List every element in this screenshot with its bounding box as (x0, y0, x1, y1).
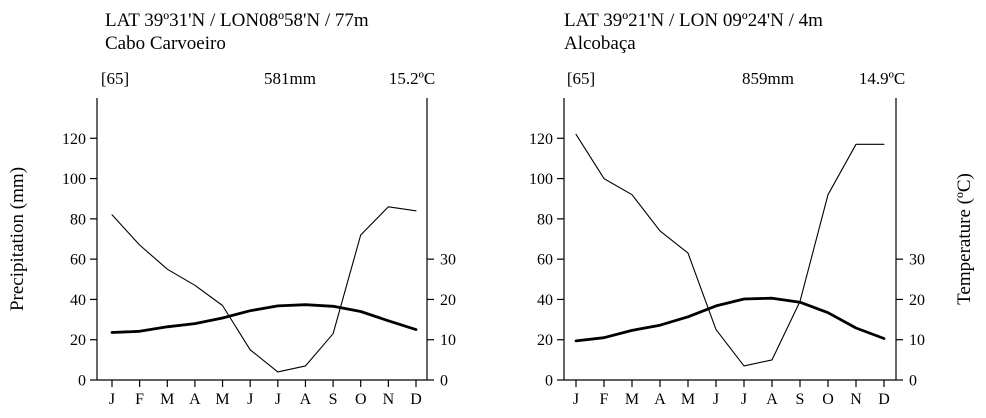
right-tick-label: 30 (440, 252, 456, 269)
month-label: F (135, 391, 144, 408)
month-label: A (654, 391, 666, 408)
record-years: [65] (567, 69, 595, 88)
month-label: J (275, 391, 281, 408)
left-tick-label: 40 (537, 292, 553, 309)
month-label: M (681, 391, 695, 408)
left-tick-label: 20 (537, 332, 553, 349)
left-tick-label: 100 (529, 171, 553, 188)
right-tick-label: 10 (909, 332, 925, 349)
left-tick-label: 120 (529, 131, 553, 148)
month-label: J (713, 391, 719, 408)
month-label: F (600, 391, 609, 408)
month-label: N (383, 391, 395, 408)
temperature-line (110, 303, 418, 334)
right-tick-label: 0 (909, 373, 917, 390)
month-label: D (410, 391, 422, 408)
station-name: Cabo Carvoeiro (105, 33, 226, 54)
temperature-line (574, 296, 886, 343)
right-tick-label: 10 (440, 332, 456, 349)
station-name: Alcobaça (564, 33, 636, 54)
left-tick-label: 20 (70, 332, 86, 349)
month-label: M (625, 391, 639, 408)
month-label: O (822, 391, 834, 408)
month-label: S (796, 391, 805, 408)
record-years: [65] (101, 69, 129, 88)
left-tick-label: 120 (62, 131, 86, 148)
right-tick-label: 0 (440, 373, 448, 390)
station-coordinates: LAT 39º21'N / LON 09º24'N / 4m (564, 10, 823, 31)
left-tick-label: 60 (537, 252, 553, 269)
left-tick-label: 80 (537, 211, 553, 228)
month-label: M (215, 391, 229, 408)
month-label: J (109, 391, 115, 408)
left-tick-label: 0 (545, 373, 553, 390)
y2-axis-title: Temperature (ºC) (954, 173, 975, 305)
y-axis-title: Precipitation (mm) (7, 167, 28, 311)
precipitation-line (575, 133, 885, 367)
mean-temperature: 15.2ºC (389, 69, 435, 88)
mean-temperature: 14.9ºC (859, 69, 905, 88)
left-tick-label: 0 (78, 373, 86, 390)
month-label: J (741, 391, 747, 408)
month-label: O (355, 391, 367, 408)
station-coordinates: LAT 39º31'N / LON08º58'N / 77m (105, 10, 369, 31)
month-label: J (573, 391, 579, 408)
month-label: N (850, 391, 862, 408)
month-label: A (189, 391, 201, 408)
left-tick-label: 80 (70, 211, 86, 228)
left-tick-label: 40 (70, 292, 86, 309)
month-label: J (247, 391, 253, 408)
left-tick-label: 100 (62, 171, 86, 188)
right-tick-label: 30 (909, 252, 925, 269)
annual-precipitation: 581mm (264, 69, 316, 88)
month-label: S (329, 391, 338, 408)
right-tick-label: 20 (440, 292, 456, 309)
right-tick-label: 20 (909, 292, 925, 309)
month-label: A (766, 391, 778, 408)
month-label: M (160, 391, 174, 408)
month-label: A (300, 391, 312, 408)
month-label: D (878, 391, 890, 408)
annual-precipitation: 859mm (742, 69, 794, 88)
precipitation-line (111, 206, 417, 373)
left-tick-label: 60 (70, 252, 86, 269)
